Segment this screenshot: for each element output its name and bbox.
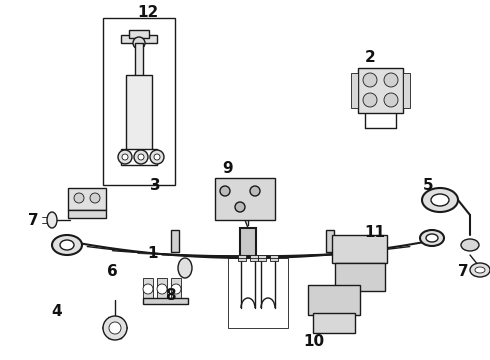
Circle shape xyxy=(122,154,128,160)
Bar xyxy=(143,298,188,304)
Bar xyxy=(103,18,175,185)
Bar xyxy=(121,149,157,165)
Bar xyxy=(171,278,181,300)
Circle shape xyxy=(220,186,230,196)
Circle shape xyxy=(134,150,148,164)
Text: 4: 4 xyxy=(51,305,62,320)
Ellipse shape xyxy=(461,239,479,251)
Circle shape xyxy=(118,150,132,164)
Text: 8: 8 xyxy=(165,288,175,302)
Text: 12: 12 xyxy=(137,5,159,19)
Circle shape xyxy=(157,284,167,294)
Ellipse shape xyxy=(60,240,74,250)
Bar xyxy=(68,188,106,210)
Ellipse shape xyxy=(422,188,458,212)
Circle shape xyxy=(363,93,377,107)
Bar xyxy=(215,178,275,220)
Text: 5: 5 xyxy=(423,177,433,193)
Bar xyxy=(228,258,288,328)
Circle shape xyxy=(384,73,398,87)
Circle shape xyxy=(109,322,121,334)
Bar xyxy=(121,35,157,43)
Text: 11: 11 xyxy=(365,225,386,239)
Ellipse shape xyxy=(431,194,449,206)
Bar xyxy=(358,68,403,113)
Bar xyxy=(129,30,149,38)
Ellipse shape xyxy=(470,263,490,277)
Bar xyxy=(308,285,360,315)
Bar xyxy=(351,73,358,108)
Circle shape xyxy=(363,73,377,87)
Bar xyxy=(143,278,153,300)
Ellipse shape xyxy=(475,267,485,273)
Ellipse shape xyxy=(52,235,82,255)
Bar xyxy=(68,210,106,218)
Text: 7: 7 xyxy=(28,212,38,228)
Bar xyxy=(313,313,355,333)
Bar xyxy=(403,73,410,108)
Text: 10: 10 xyxy=(303,334,324,350)
Circle shape xyxy=(90,193,100,203)
Bar xyxy=(250,255,258,261)
Circle shape xyxy=(74,193,84,203)
Bar xyxy=(240,228,256,256)
Circle shape xyxy=(133,37,145,49)
Circle shape xyxy=(154,154,160,160)
Text: 9: 9 xyxy=(222,161,233,176)
Bar xyxy=(157,278,167,300)
Bar xyxy=(335,263,385,291)
Circle shape xyxy=(235,202,245,212)
Text: 1: 1 xyxy=(148,246,158,261)
Ellipse shape xyxy=(426,234,438,242)
Circle shape xyxy=(143,284,153,294)
Circle shape xyxy=(138,154,144,160)
Bar xyxy=(135,43,143,78)
Circle shape xyxy=(150,150,164,164)
Circle shape xyxy=(171,284,181,294)
Circle shape xyxy=(250,186,260,196)
Bar xyxy=(126,75,152,150)
Bar xyxy=(270,255,278,261)
Text: 7: 7 xyxy=(458,265,468,279)
Ellipse shape xyxy=(47,212,57,228)
Text: 6: 6 xyxy=(107,265,118,279)
Bar xyxy=(171,230,179,252)
Ellipse shape xyxy=(178,258,192,278)
Circle shape xyxy=(103,316,127,340)
Bar xyxy=(332,235,387,263)
Text: 2: 2 xyxy=(365,50,375,64)
Bar xyxy=(238,255,246,261)
Bar xyxy=(326,230,334,252)
Bar xyxy=(258,255,266,261)
Ellipse shape xyxy=(420,230,444,246)
Text: 3: 3 xyxy=(149,177,160,193)
Circle shape xyxy=(384,93,398,107)
